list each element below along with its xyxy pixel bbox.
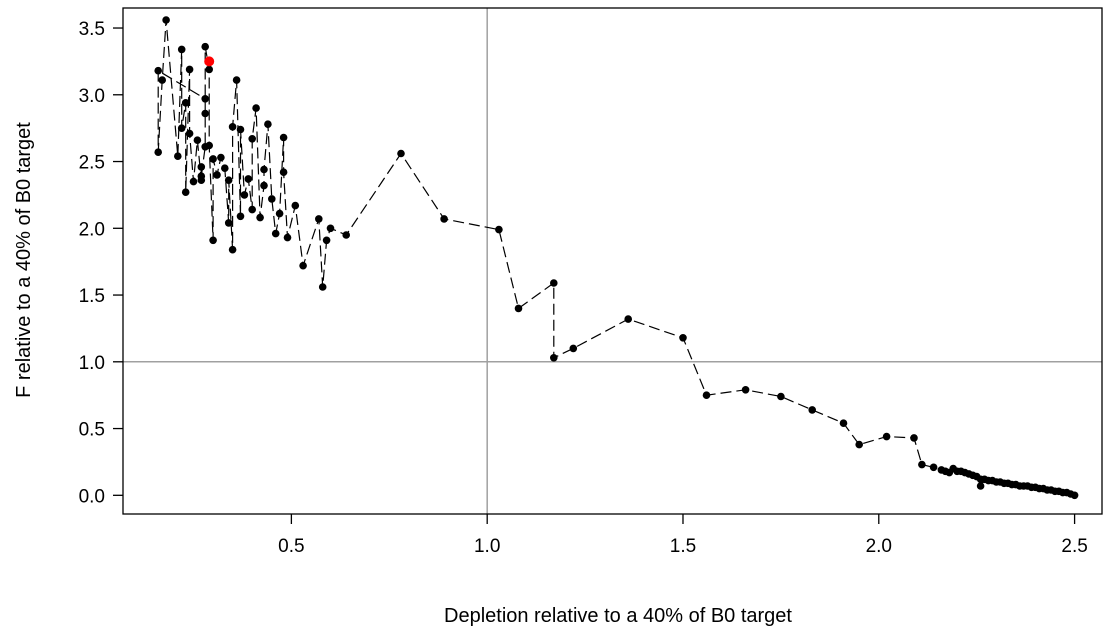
- data-point: [201, 42, 209, 51]
- y-tick-label: 3.5: [79, 19, 105, 40]
- data-point: [910, 434, 918, 442]
- data-point: [209, 155, 217, 163]
- data-point: [224, 219, 233, 227]
- data-point: [702, 391, 711, 400]
- y-tick-label: 1.5: [79, 286, 105, 307]
- data-point: [232, 76, 241, 84]
- data-point: [514, 304, 523, 313]
- data-point: [201, 109, 209, 118]
- data-point: [918, 460, 926, 469]
- data-point: [839, 419, 848, 428]
- y-tick-label: 1.0: [79, 353, 105, 374]
- highlight-point: [204, 56, 215, 67]
- data-point: [624, 315, 632, 323]
- data-point: [236, 125, 245, 134]
- x-tick-label: 2.0: [866, 536, 892, 557]
- data-point: [197, 176, 206, 184]
- data-point: [213, 171, 221, 179]
- data-point: [495, 225, 503, 234]
- data-point: [162, 16, 170, 24]
- data-point: [177, 45, 186, 54]
- x-axis: 0.5 1.0 1.5 2.0 2.5: [278, 514, 1088, 557]
- data-point: [201, 143, 209, 151]
- data-points: [154, 16, 1079, 500]
- data-point: [240, 191, 249, 199]
- data-point: [440, 215, 448, 223]
- data-point: [569, 344, 578, 353]
- data-point: [264, 120, 272, 128]
- data-point: [181, 99, 190, 107]
- data-point: [177, 124, 186, 132]
- data-point: [221, 164, 229, 172]
- data-point: [260, 181, 268, 190]
- data-point: [158, 76, 166, 84]
- data-point: [193, 136, 202, 144]
- x-tick-label: 1.5: [670, 536, 696, 557]
- data-point: [268, 195, 276, 203]
- data-point: [224, 176, 233, 184]
- y-tick-label: 0.0: [79, 486, 105, 507]
- data-point: [326, 224, 335, 233]
- data-point: [154, 148, 162, 156]
- data-point: [244, 175, 253, 183]
- data-point: [248, 135, 256, 143]
- data-point: [174, 152, 182, 160]
- data-point: [976, 482, 985, 490]
- y-tick-label: 0.5: [79, 420, 105, 441]
- data-point: [275, 209, 284, 218]
- data-point: [342, 231, 351, 239]
- data-point: [181, 188, 190, 196]
- y-tick-label: 2.0: [79, 219, 105, 240]
- data-point: [679, 334, 687, 342]
- x-tick-label: 2.5: [1061, 536, 1087, 557]
- data-point: [299, 261, 307, 270]
- data-point: [318, 283, 327, 291]
- data-point: [256, 213, 264, 222]
- data-point: [777, 392, 785, 401]
- data-point: [236, 212, 245, 221]
- y-tick-label: 3.0: [79, 86, 105, 107]
- trajectory-line: [157, 19, 1075, 496]
- data-point: [209, 236, 217, 245]
- data-point: [201, 95, 209, 103]
- data-point: [808, 406, 816, 414]
- data-point: [185, 129, 194, 138]
- data-point: [228, 123, 237, 131]
- data-point: [271, 229, 280, 238]
- trajectory-lines: [157, 19, 1075, 496]
- data-point: [154, 66, 162, 75]
- data-point: [189, 177, 198, 186]
- x-tick-label: 0.5: [278, 536, 304, 557]
- data-point: [937, 466, 946, 474]
- y-tick-label: 2.5: [79, 153, 105, 174]
- data-point: [252, 104, 260, 112]
- plot-frame: [122, 7, 1103, 515]
- data-point: [197, 163, 206, 171]
- data-point: [397, 149, 405, 158]
- data-point: [279, 168, 288, 176]
- y-axis-title: F relative to a 40% of B0 target: [13, 122, 35, 398]
- data-point: [882, 432, 891, 441]
- x-axis-title: Depletion relative to a 40% of B0 target: [444, 605, 792, 627]
- data-point: [185, 65, 194, 74]
- data-point: [291, 201, 300, 210]
- data-point: [283, 233, 292, 242]
- data-point: [279, 133, 288, 142]
- data-point: [315, 215, 323, 223]
- data-point: [228, 245, 237, 254]
- reference-lines: [123, 8, 1102, 514]
- data-point: [322, 236, 331, 245]
- data-point: [741, 386, 750, 394]
- data-point: [205, 65, 213, 74]
- data-point: [248, 205, 256, 214]
- y-axis: 0.0 0.5 1.0 1.5 2.0 2.5 3.0 3.5: [79, 19, 123, 507]
- data-point: [550, 279, 558, 287]
- data-point: [929, 463, 938, 472]
- data-point: [550, 354, 558, 362]
- data-point: [217, 153, 225, 162]
- data-point: [855, 440, 863, 449]
- data-point: [260, 165, 268, 174]
- x-tick-label: 1.0: [474, 536, 500, 557]
